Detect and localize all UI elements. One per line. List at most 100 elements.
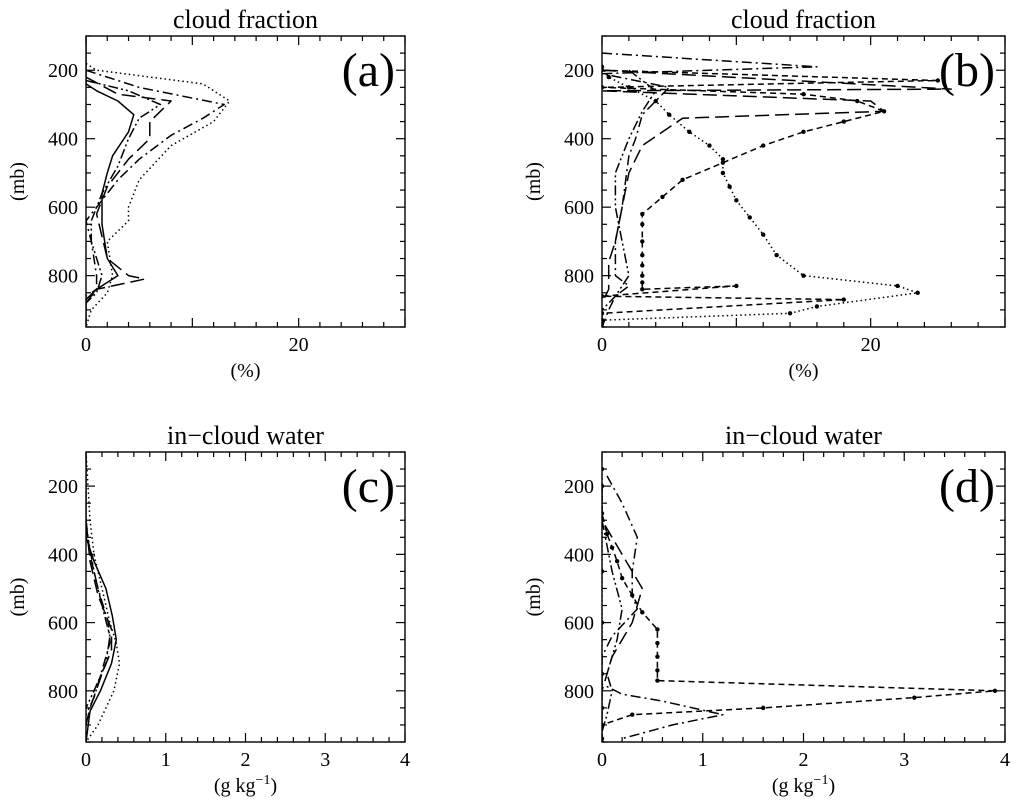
data-point [707, 143, 712, 148]
data-point [655, 640, 660, 646]
data-point [680, 177, 685, 182]
data-point [801, 273, 806, 278]
data-point [602, 64, 605, 70]
x-tick-label: 0 [81, 749, 91, 771]
series-line-solid [86, 36, 135, 327]
series-line-dashed [602, 69, 939, 324]
series-line-dashdot [86, 69, 225, 304]
data-point [734, 283, 739, 289]
data-point [727, 184, 732, 189]
y-axis-label: (mb) [523, 578, 545, 617]
data-point [640, 252, 645, 258]
x-tick-label: 2 [241, 749, 251, 771]
data-point [609, 545, 615, 550]
data-point [747, 215, 752, 220]
x-tick-label: 3 [320, 749, 330, 771]
y-tick-label: 600 [564, 613, 594, 635]
data-point [912, 695, 917, 700]
data-point [841, 297, 846, 302]
y-tick-label: 200 [48, 476, 78, 498]
x-axis-label: (g kg−1) [214, 773, 277, 797]
series-line-longdash [602, 486, 644, 725]
data-point [602, 620, 605, 625]
data-point [935, 78, 941, 83]
data-point [666, 112, 672, 117]
data-point [619, 576, 625, 581]
data-point [640, 222, 645, 227]
data-point [640, 211, 645, 217]
x-tick-label: 0 [597, 334, 607, 356]
x-tick-label: 0 [597, 749, 607, 771]
data-point [614, 558, 620, 564]
panel-a: cloud fraction (a) 200 400 600 800 0 20 (%) (mb) [7, 5, 406, 382]
x-tick-label: 20 [289, 334, 309, 356]
data-point [602, 311, 605, 316]
x-tick-label: 20 [861, 334, 881, 356]
plot-frame [85, 35, 406, 328]
chart-title: in−cloud water [725, 421, 882, 450]
data-point [761, 232, 766, 237]
y-tick-label: 400 [564, 129, 594, 151]
panel-label: (a) [342, 44, 395, 97]
data-point [655, 627, 660, 632]
x-tick-label: 4 [400, 749, 410, 771]
y-tick-label: 400 [48, 544, 78, 566]
x-axis-label: (g kg−1) [772, 773, 835, 797]
y-tick-label: 600 [48, 613, 78, 635]
data-point [626, 85, 632, 90]
data-point [640, 263, 645, 268]
panel-c: in−cloud water (c) 200 400 600 800 0 1 2 3 4 (g kg−… [7, 421, 410, 797]
series-line-dashdot [86, 520, 111, 716]
series-line-dashdotdot [602, 520, 623, 733]
x-tick-label: 4 [1000, 749, 1010, 771]
data-point [630, 593, 635, 598]
series-line-longdash [86, 76, 172, 297]
data-point [606, 74, 611, 80]
y-axis-label: (mb) [7, 162, 29, 201]
y-axis-label: (mb) [7, 578, 29, 617]
x-axis-label: (%) [789, 360, 819, 382]
series-line-dashdot [602, 52, 818, 327]
series-line-dashed [602, 486, 996, 739]
panel-b: cloud fraction (b) 200 400 600 800 0 20 (%) (mb) [523, 5, 1006, 382]
x-tick-label: 1 [698, 749, 708, 771]
x-tick-label: 1 [161, 749, 171, 771]
y-tick-label: 800 [48, 266, 78, 288]
panel-d: in−cloud water (d) 200 400 600 800 0 1 2 3 4 (g kg−… [523, 421, 1010, 797]
x-tick-label: 2 [799, 749, 809, 771]
data-point [640, 287, 645, 292]
data-point [915, 290, 920, 295]
data-point [640, 273, 645, 278]
y-tick-label: 200 [48, 60, 78, 82]
series-line-dashdot [602, 475, 724, 740]
y-tick-label: 600 [564, 197, 594, 219]
data-point [602, 293, 605, 299]
x-axis-label: (%) [231, 360, 261, 382]
data-point [720, 170, 726, 176]
y-tick-label: 200 [564, 476, 594, 498]
data-point [720, 157, 726, 162]
data-point [655, 668, 660, 673]
data-point [602, 739, 605, 742]
panel-label: (b) [939, 44, 995, 97]
chart-title: cloud fraction [173, 5, 318, 34]
data-point [895, 283, 900, 289]
data-point [801, 129, 806, 135]
data-point [602, 569, 605, 574]
data-point [640, 239, 645, 244]
data-point [655, 678, 660, 683]
data-point [602, 317, 605, 323]
data-point [761, 705, 766, 711]
data-point [992, 688, 998, 694]
data-point [602, 85, 605, 90]
data-point [640, 280, 645, 285]
panel-label: (c) [342, 460, 395, 513]
series-line-dashdotdot [602, 69, 657, 311]
data-point [602, 671, 605, 676]
data-point [801, 92, 806, 97]
data-point [602, 466, 605, 472]
y-tick-label: 800 [48, 681, 78, 703]
data-point [630, 712, 635, 717]
series-line-dashdotdot [86, 526, 111, 709]
